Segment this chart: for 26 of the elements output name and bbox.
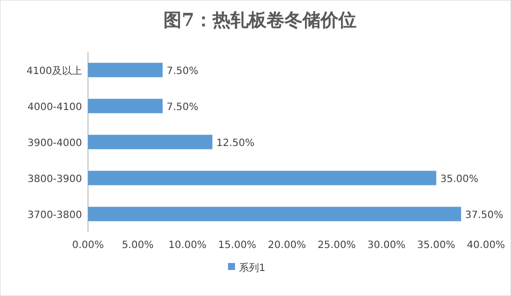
x-tick-label: 30.00% [367, 240, 406, 251]
bar [88, 98, 163, 114]
data-label: 35.00% [440, 174, 478, 185]
x-tick-label: 5.00% [122, 240, 154, 251]
bar [88, 170, 436, 186]
x-tick-label: 40.00% [466, 240, 506, 251]
legend-label: 系列1 [239, 262, 266, 274]
y-tick-label: 3700-3800 [27, 210, 82, 221]
data-label: 7.50% [166, 102, 198, 113]
data-label: 37.50% [465, 210, 504, 221]
data-label: 7.50% [166, 66, 198, 77]
bar [88, 62, 163, 78]
x-tick-label: 35.00% [417, 240, 456, 251]
data-label: 12.50% [216, 138, 255, 149]
y-tick-label: 4000-4100 [27, 102, 82, 113]
bar [88, 206, 462, 222]
y-tick-label: 3900-4000 [27, 138, 82, 149]
x-tick-label: 15.00% [218, 240, 256, 251]
y-tick-label: 4100及以上 [26, 65, 82, 77]
x-tick-label: 25.00% [318, 240, 356, 251]
x-tick-label: 20.00% [268, 240, 306, 251]
x-tick-label: 0.00% [72, 240, 104, 251]
x-tick-label: 10.00% [168, 240, 207, 251]
y-tick-label: 3800-3900 [27, 174, 82, 185]
chart-title: 图7：热轧板卷冬储价位 [164, 10, 356, 31]
bar [88, 134, 212, 150]
